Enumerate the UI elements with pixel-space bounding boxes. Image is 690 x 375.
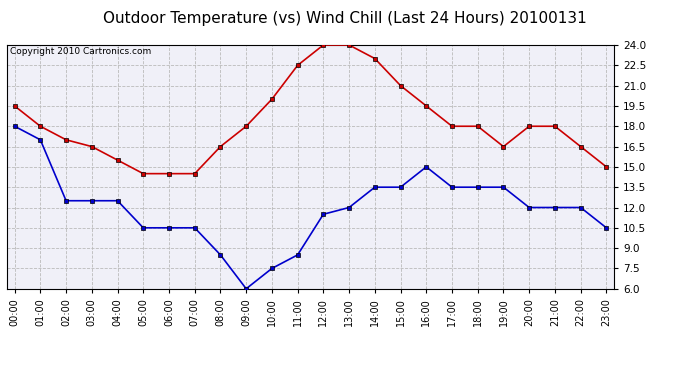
Text: Outdoor Temperature (vs) Wind Chill (Last 24 Hours) 20100131: Outdoor Temperature (vs) Wind Chill (Las… xyxy=(103,11,587,26)
Text: Copyright 2010 Cartronics.com: Copyright 2010 Cartronics.com xyxy=(10,48,151,57)
